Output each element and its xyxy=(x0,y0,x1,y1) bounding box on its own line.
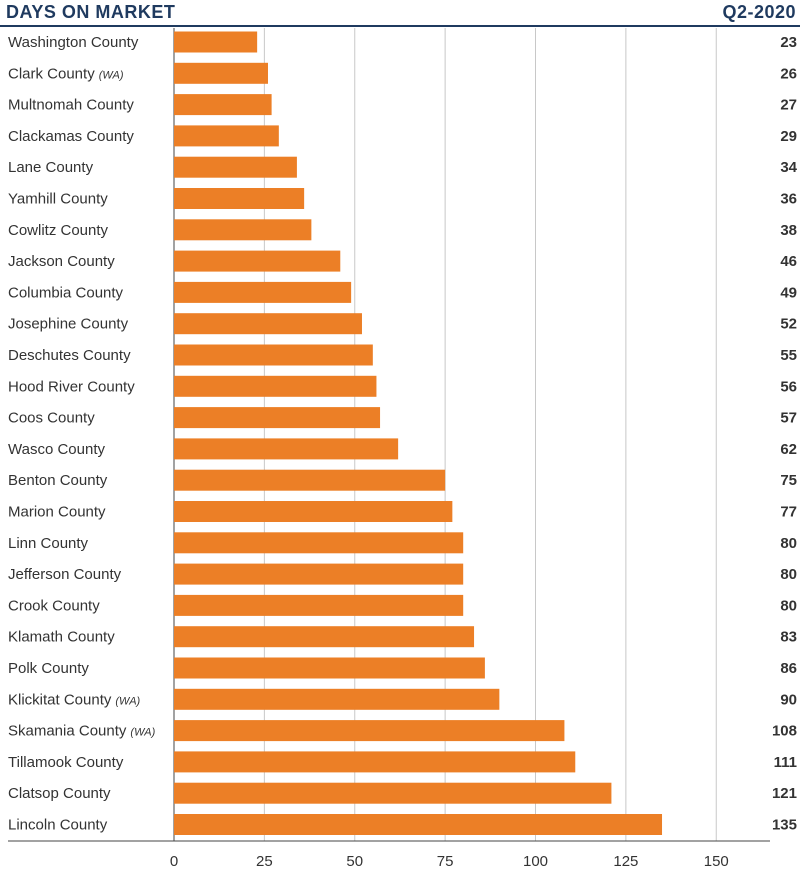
bar-18 xyxy=(174,594,464,616)
bar-7 xyxy=(174,250,341,272)
category-label: Marion County xyxy=(8,504,106,521)
value-label: 49 xyxy=(780,284,797,301)
bar-20 xyxy=(174,657,485,679)
value-label: 46 xyxy=(780,253,797,270)
value-label: 36 xyxy=(780,191,797,208)
category-label: Crook County xyxy=(8,597,100,614)
bar-12 xyxy=(174,407,381,429)
x-tick-label: 100 xyxy=(523,853,548,870)
category-label: Jefferson County xyxy=(8,566,122,583)
category-label: Josephine County xyxy=(8,316,129,333)
value-label: 108 xyxy=(772,723,797,740)
value-label: 80 xyxy=(780,566,797,583)
value-label: 52 xyxy=(780,316,797,333)
category-label: Clackamas County xyxy=(8,128,134,145)
value-label: 75 xyxy=(780,472,797,489)
bar-6 xyxy=(174,219,312,241)
bar-2 xyxy=(174,94,272,116)
bar-23 xyxy=(174,751,576,773)
category-label: Lincoln County xyxy=(8,817,108,834)
bar-14 xyxy=(174,469,446,491)
category-label: Klamath County xyxy=(8,629,115,646)
value-label: 38 xyxy=(780,222,797,239)
bar-17 xyxy=(174,563,464,585)
category-label: Washington County xyxy=(8,34,139,51)
bar-9 xyxy=(174,313,362,335)
category-label: Klickitat County (WA) xyxy=(8,691,141,708)
value-label: 34 xyxy=(780,159,797,176)
title-rule xyxy=(0,25,800,27)
value-label: 62 xyxy=(780,441,797,458)
value-label: 77 xyxy=(780,504,797,521)
category-label: Skamania County (WA) xyxy=(8,723,156,740)
value-label: 57 xyxy=(780,410,797,427)
value-label: 23 xyxy=(780,34,797,51)
value-label: 135 xyxy=(772,817,797,834)
bar-0 xyxy=(174,31,258,53)
category-label: Wasco County xyxy=(8,441,105,458)
bar-5 xyxy=(174,188,305,209)
bar-15 xyxy=(174,501,453,522)
chart-period: Q2-2020 xyxy=(722,2,796,22)
bar-4 xyxy=(174,156,297,178)
value-label: 26 xyxy=(780,65,797,82)
bar-16 xyxy=(174,532,464,554)
value-label: 80 xyxy=(780,535,797,552)
category-label: Deschutes County xyxy=(8,347,131,364)
x-tick-label: 125 xyxy=(613,853,638,870)
bar-19 xyxy=(174,626,475,648)
category-label: Cowlitz County xyxy=(8,222,109,239)
x-tick-label: 25 xyxy=(256,853,273,870)
category-label: Multnomah County xyxy=(8,97,134,114)
bar-3 xyxy=(174,125,279,147)
value-label: 56 xyxy=(780,378,797,395)
category-label: Clark County (WA) xyxy=(8,65,124,82)
category-label: Benton County xyxy=(8,472,108,489)
category-label: Clatsop County xyxy=(8,785,111,802)
bar-10 xyxy=(174,344,373,366)
value-label: 121 xyxy=(772,785,797,802)
value-label: 90 xyxy=(780,691,797,708)
category-label: Jackson County xyxy=(8,253,115,270)
x-tick-label: 150 xyxy=(704,853,729,870)
bar-1 xyxy=(174,62,268,84)
category-label: Linn County xyxy=(8,535,89,552)
bar-8 xyxy=(174,281,352,303)
category-label: Tillamook County xyxy=(8,754,124,771)
bar-25 xyxy=(174,814,663,835)
category-label: Polk County xyxy=(8,660,89,677)
value-label: 83 xyxy=(780,629,797,646)
bar-24 xyxy=(174,782,612,804)
category-label: Columbia County xyxy=(8,284,124,301)
category-label: Lane County xyxy=(8,159,94,176)
value-label: 86 xyxy=(780,660,797,677)
x-tick-label: 0 xyxy=(170,853,178,870)
value-label: 80 xyxy=(780,597,797,614)
x-tick-label: 75 xyxy=(437,853,454,870)
bar-21 xyxy=(174,688,500,710)
value-label: 55 xyxy=(780,347,797,364)
value-label: 27 xyxy=(780,97,797,114)
category-label: Yamhill County xyxy=(8,191,108,208)
value-label: 29 xyxy=(780,128,797,145)
bar-11 xyxy=(174,375,377,397)
bar-22 xyxy=(174,720,565,742)
category-label: Hood River County xyxy=(8,378,135,395)
chart-title: DAYS ON MARKET xyxy=(6,2,176,22)
category-label: Coos County xyxy=(8,410,95,427)
value-label: 111 xyxy=(774,754,797,771)
bar-13 xyxy=(174,438,399,460)
x-tick-label: 50 xyxy=(346,853,363,870)
